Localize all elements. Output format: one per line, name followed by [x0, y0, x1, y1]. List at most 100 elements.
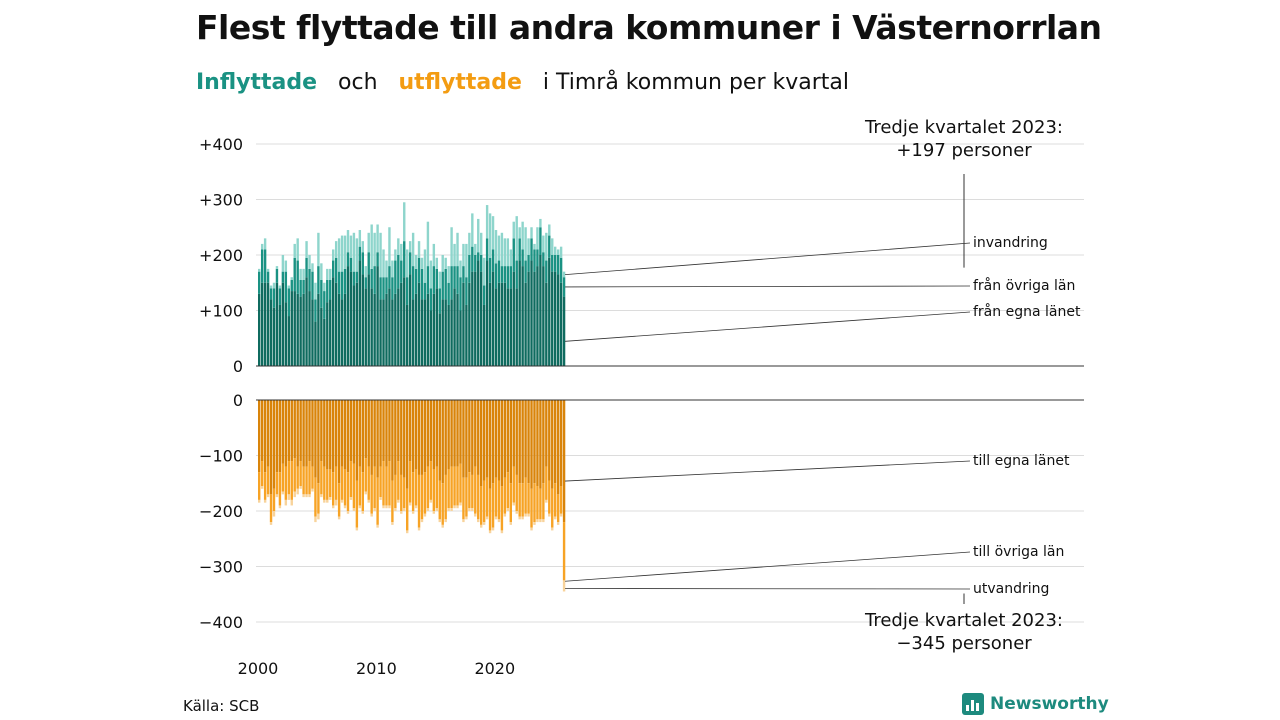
bar-in-other-counties	[456, 266, 459, 294]
bar-in-other-counties	[465, 277, 468, 305]
bar-in-other-counties	[302, 279, 305, 294]
bar-out-emigration	[485, 516, 489, 520]
bar-in-own-county	[524, 282, 527, 366]
bar-in-immigration	[364, 266, 367, 278]
bar-in-immigration	[376, 224, 379, 253]
bar-out-own-county	[266, 400, 270, 467]
bar-out-own-county	[527, 400, 530, 484]
bar-out-own-county	[373, 400, 376, 467]
bar-out-emigration	[320, 494, 323, 498]
bar-in-immigration	[447, 266, 450, 283]
bar-out-emigration	[444, 519, 447, 523]
bar-out-own-county	[453, 400, 456, 467]
bar-out-emigration	[414, 505, 418, 509]
bar-in-other-counties	[308, 268, 311, 292]
bar-out-own-county	[429, 400, 433, 462]
bar-in-other-counties	[556, 255, 560, 275]
bar-out-other-counties	[456, 466, 459, 506]
bar-in-other-counties	[462, 266, 465, 283]
subtitle-inflyttade: Inflyttade	[196, 70, 318, 95]
bar-out-own-county	[385, 400, 388, 467]
bar-in-own-county	[542, 266, 545, 366]
bar-in-own-county	[556, 274, 560, 366]
bar-out-emigration	[441, 524, 444, 528]
bottom-tick-label: −200	[199, 502, 243, 521]
bar-in-own-county	[370, 288, 373, 366]
bar-out-emigration	[512, 502, 515, 506]
bar-in-own-county	[515, 288, 518, 366]
bar-out-other-counties	[518, 483, 521, 517]
bar-out-own-county	[482, 400, 486, 481]
bar-in-other-counties	[349, 257, 353, 272]
bar-in-other-counties	[370, 268, 373, 289]
bar-in-other-counties	[503, 266, 507, 283]
annotation-bottom-line1: Tredje kvartalet 2023:	[864, 610, 1063, 631]
legend-bottom-label: till övriga län	[973, 544, 1064, 560]
bar-in-own-county	[429, 310, 433, 366]
bar-out-own-county	[332, 400, 335, 473]
bar-out-emigration	[406, 530, 409, 534]
bar-out-own-county	[394, 400, 397, 475]
bar-in-own-county	[311, 299, 314, 366]
bar-in-own-county	[488, 282, 492, 366]
bar-out-other-counties	[266, 466, 270, 495]
bar-out-other-counties	[373, 466, 376, 509]
bar-out-own-county	[521, 400, 524, 484]
bar-in-own-county	[530, 260, 533, 366]
bar-in-other-counties	[559, 257, 563, 283]
bar-in-immigration	[308, 255, 311, 269]
bar-in-other-counties	[337, 271, 341, 294]
bar-out-emigration	[373, 508, 376, 511]
bar-in-immigration	[403, 202, 406, 242]
bar-out-own-county	[562, 400, 566, 523]
bar-out-other-counties	[450, 466, 453, 509]
bar-in-immigration	[539, 218, 542, 228]
bar-in-own-county	[548, 257, 551, 366]
bar-out-other-counties	[423, 472, 427, 514]
bar-out-own-county	[400, 400, 403, 475]
bar-in-other-counties	[509, 266, 512, 289]
bar-out-other-counties	[468, 472, 471, 509]
bar-in-own-county	[320, 307, 323, 366]
bar-in-other-counties	[471, 246, 474, 272]
source-note: Källa: SCB	[183, 697, 260, 715]
bar-in-other-counties	[545, 260, 548, 283]
bar-out-own-county	[480, 400, 483, 487]
bar-out-emigration	[556, 522, 560, 525]
bar-out-emigration	[332, 505, 335, 509]
bar-in-immigration	[471, 213, 474, 247]
bar-in-other-counties	[314, 299, 317, 322]
bar-out-other-counties	[545, 466, 548, 500]
bar-in-other-counties	[323, 291, 326, 319]
bar-in-own-county	[281, 282, 285, 366]
bar-in-immigration	[468, 232, 471, 255]
bar-out-emigration	[296, 488, 299, 495]
bar-out-other-counties	[343, 469, 347, 506]
bar-in-immigration	[474, 243, 477, 255]
bar-in-immigration	[488, 213, 492, 258]
bar-out-own-county	[420, 400, 424, 475]
bar-out-emigration	[370, 513, 373, 517]
bar-out-emigration	[376, 524, 379, 528]
bar-in-other-counties	[533, 249, 536, 272]
bar-in-immigration	[465, 243, 468, 278]
bar-out-emigration	[533, 522, 536, 525]
bar-in-immigration	[311, 263, 314, 272]
bar-in-own-county	[299, 296, 302, 366]
bar-in-own-county	[533, 271, 536, 366]
bar-out-emigration	[349, 497, 353, 500]
bar-in-own-county	[432, 293, 436, 366]
bar-in-other-counties	[474, 255, 477, 272]
bar-out-emigration	[382, 505, 385, 509]
bar-out-other-counties	[524, 477, 527, 514]
bar-out-other-counties	[417, 474, 421, 528]
bar-out-own-county	[503, 400, 507, 478]
bar-out-emigration	[417, 527, 421, 531]
bar-out-other-counties	[340, 466, 344, 500]
bar-out-own-county	[488, 400, 492, 489]
bar-out-emigration	[480, 524, 483, 528]
bar-in-immigration	[444, 257, 447, 269]
bar-out-own-county	[305, 400, 308, 467]
bar-out-other-counties	[539, 488, 542, 520]
bar-in-own-county	[382, 299, 385, 366]
